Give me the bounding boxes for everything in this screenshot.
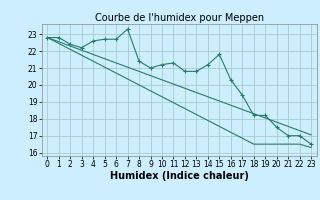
Title: Courbe de l'humidex pour Meppen: Courbe de l'humidex pour Meppen xyxy=(95,13,264,23)
X-axis label: Humidex (Indice chaleur): Humidex (Indice chaleur) xyxy=(110,171,249,181)
